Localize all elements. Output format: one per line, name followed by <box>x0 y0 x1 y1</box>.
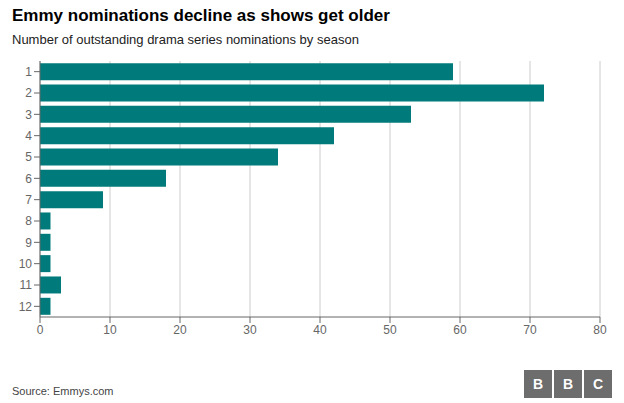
html-text:Source: Emmys.com: Source: Emmys.com <box>12 385 114 397</box>
svg-text:6: 6 <box>25 172 32 186</box>
svg-text:70: 70 <box>523 323 537 337</box>
svg-text:8: 8 <box>25 214 32 228</box>
svg-text:80: 80 <box>593 323 607 337</box>
svg-text:60: 60 <box>453 323 467 337</box>
html-text:B: B <box>532 376 544 392</box>
html-text:C: C <box>592 376 604 392</box>
svg-text:10: 10 <box>103 323 117 337</box>
html-text:Emmy nominations decline as sh: Emmy nominations decline as shows get ol… <box>12 6 390 25</box>
svg-text:12: 12 <box>19 300 33 314</box>
svg-text:30: 30 <box>243 323 257 337</box>
svg-text:2: 2 <box>25 86 32 100</box>
svg-text:3: 3 <box>25 108 32 122</box>
html-text:B: B <box>562 376 574 392</box>
svg-text:10: 10 <box>19 257 33 271</box>
svg-text:5: 5 <box>25 150 32 164</box>
svg-text:20: 20 <box>173 323 187 337</box>
svg-text:40: 40 <box>313 323 327 337</box>
svg-text:0: 0 <box>37 323 44 337</box>
svg-text:1: 1 <box>25 65 32 79</box>
svg-text:7: 7 <box>25 193 32 207</box>
svg-text:4: 4 <box>25 129 32 143</box>
svg-text:11: 11 <box>20 278 33 292</box>
svg-text:9: 9 <box>25 236 32 250</box>
svg-text:50: 50 <box>383 323 397 337</box>
html-text:Number of outstanding drama se: Number of outstanding drama series nomin… <box>12 32 359 47</box>
